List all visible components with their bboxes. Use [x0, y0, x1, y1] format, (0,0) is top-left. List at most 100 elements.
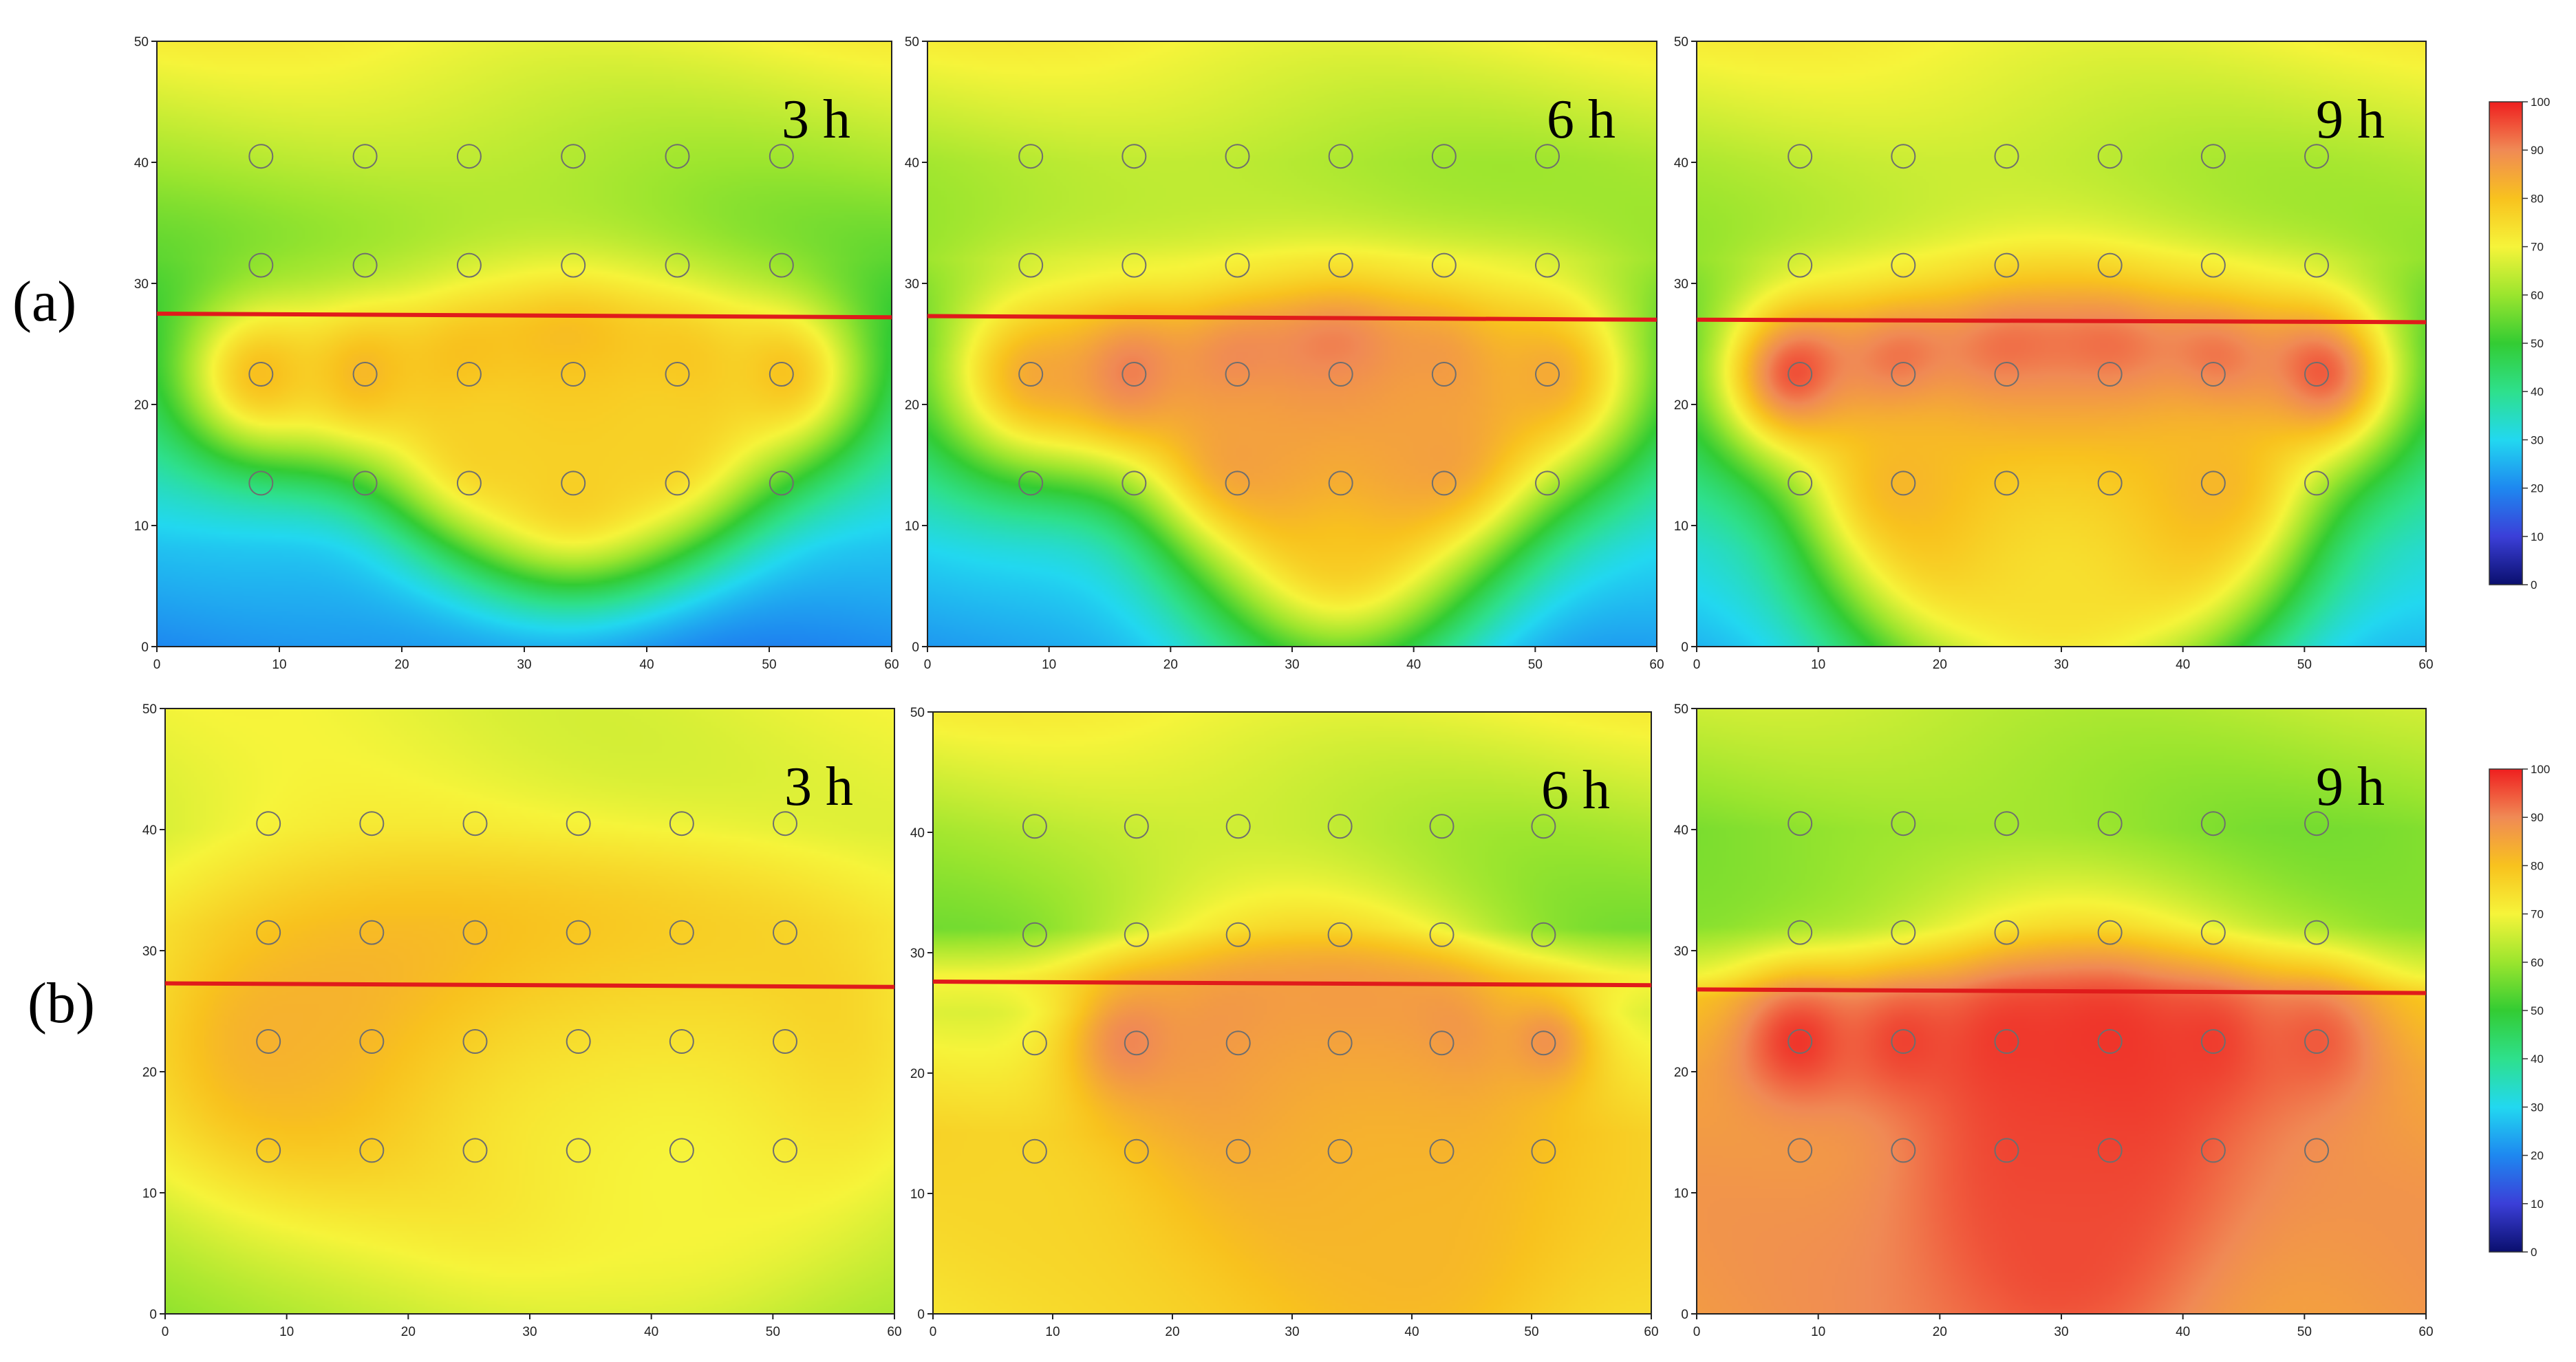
x-tick-label: 50: [1524, 1325, 1538, 1339]
colorbar-tick-label: 40: [2531, 385, 2544, 398]
sample-marker: [1124, 922, 1149, 947]
sample-marker: [561, 252, 586, 278]
sample-marker: [1531, 1138, 1556, 1164]
y-tick-label: 10: [1674, 519, 1688, 534]
x-tick-label: 60: [887, 1325, 901, 1339]
panel-a-3h: 0 10 20 30 40 50 60 0 10 20 30 40 50 3 h: [134, 35, 899, 672]
x-tick-label: 30: [1285, 658, 1299, 672]
heatmap-field: [1697, 709, 2426, 1314]
colorbar-tick-label: 20: [2531, 1149, 2544, 1163]
sample-marker: [1022, 1030, 1047, 1056]
x-tick-label: 60: [1649, 658, 1664, 672]
sample-marker: [1328, 252, 1353, 278]
colorbar-tick-label: 90: [2531, 144, 2544, 157]
y-tick-label: 0: [917, 1308, 925, 1322]
sample-marker: [1327, 1138, 1353, 1164]
colorbar-tick-label: 100: [2531, 763, 2550, 776]
y-tick-label: 0: [149, 1308, 157, 1322]
sample-marker: [2097, 920, 2123, 945]
sample-marker: [1994, 362, 2019, 387]
water-table-line: [156, 312, 892, 320]
colorbar-2: 0 10 20 30 40 50 60 70 80 90 100: [2489, 763, 2550, 1259]
panel-a-6h: 0 10 20 30 40 50 60 0 10 20 30 40 50 6 h: [905, 35, 1664, 672]
sample-marker: [1891, 811, 1916, 836]
sample-marker: [669, 920, 694, 945]
panel-time-label: 6 h: [1541, 760, 1610, 821]
x-tick-label: 50: [1528, 658, 1543, 672]
x-tick-label: 50: [2297, 658, 2312, 672]
sample-marker: [1018, 252, 1044, 278]
panel-a-9h: 0 10 20 30 40 50 60 0 10 20 30 40 50 9 h: [1674, 35, 2434, 672]
sample-marker: [1535, 252, 1560, 278]
water-table-line: [1696, 987, 2427, 995]
x-tick-label: 0: [924, 658, 932, 672]
x-tick-label: 20: [394, 658, 409, 672]
y-tick-label: 20: [905, 398, 919, 413]
sample-marker: [773, 811, 797, 836]
sample-marker: [1431, 252, 1457, 278]
sample-marker: [1225, 144, 1250, 169]
x-tick-label: 10: [1042, 658, 1056, 672]
water-table-line: [164, 981, 895, 989]
y-tick-label: 30: [1674, 277, 1688, 292]
panel-time-label: 3 h: [782, 89, 850, 150]
sample-marker: [256, 1029, 281, 1054]
y-tick-label: 10: [905, 519, 919, 534]
x-tick-label: 50: [766, 1325, 780, 1339]
y-tick-label: 50: [134, 35, 149, 50]
sample-marker: [1124, 1030, 1149, 1056]
x-tick-label: 50: [2297, 1325, 2312, 1339]
y-tick-label: 0: [912, 640, 919, 655]
sample-marker: [248, 362, 274, 387]
sample-marker: [1891, 1138, 1916, 1163]
sample-marker: [1018, 362, 1044, 387]
sample-marker: [359, 1138, 385, 1163]
x-tick-label: 0: [153, 658, 161, 672]
y-tick-label: 50: [142, 702, 157, 717]
y-tick-label: 30: [905, 277, 919, 292]
sample-marker: [1431, 471, 1457, 496]
colorbar-tick-label: 10: [2531, 1198, 2544, 1211]
x-tick-label: 30: [2054, 1325, 2068, 1339]
x-tick-label: 0: [1693, 658, 1701, 672]
heatmap-field: [927, 41, 1657, 647]
sample-marker: [1531, 1030, 1556, 1056]
sample-marker: [1018, 144, 1044, 169]
x-tick-label: 20: [401, 1325, 416, 1339]
sample-marker: [1535, 144, 1560, 169]
sample-marker: [456, 144, 482, 169]
sample-marker: [1121, 471, 1147, 496]
y-tick-label: 0: [1681, 640, 1688, 655]
x-tick-label: 10: [1811, 1325, 1825, 1339]
sample-marker: [1328, 471, 1353, 496]
sample-marker: [566, 1138, 591, 1163]
sample-marker: [2200, 362, 2226, 387]
sample-marker: [2304, 1138, 2329, 1163]
sample-marker: [2304, 144, 2329, 169]
x-tick-label: 30: [2054, 658, 2068, 672]
heatmap-field: [165, 709, 894, 1314]
sample-marker: [1531, 814, 1556, 839]
x-tick-label: 30: [522, 1325, 537, 1339]
sample-marker: [2304, 362, 2329, 387]
x-tick-label: 40: [1406, 658, 1421, 672]
sample-marker: [2200, 471, 2226, 496]
sample-marker: [1788, 811, 1813, 836]
colorbar-1: 0 10 20 30 40 50 60 70 80 90 100: [2489, 96, 2550, 592]
panel-time-label: 3 h: [784, 757, 853, 817]
sample-marker: [2304, 252, 2329, 278]
y-tick-label: 40: [905, 156, 919, 171]
x-tick-label: 0: [930, 1325, 937, 1339]
row-label-b: (b): [28, 971, 95, 1035]
sample-marker: [456, 362, 482, 387]
x-tick-label: 20: [1163, 658, 1178, 672]
sample-marker: [1788, 1029, 1813, 1054]
sample-marker: [1994, 811, 2019, 836]
sample-marker: [1124, 1138, 1149, 1164]
colorbar-tick-label: 0: [2531, 1246, 2537, 1259]
sample-marker: [1788, 144, 1813, 169]
sample-marker: [1891, 362, 1916, 387]
sample-marker: [1328, 144, 1353, 169]
sample-marker: [1327, 814, 1353, 839]
x-tick-label: 20: [1933, 1325, 1947, 1339]
